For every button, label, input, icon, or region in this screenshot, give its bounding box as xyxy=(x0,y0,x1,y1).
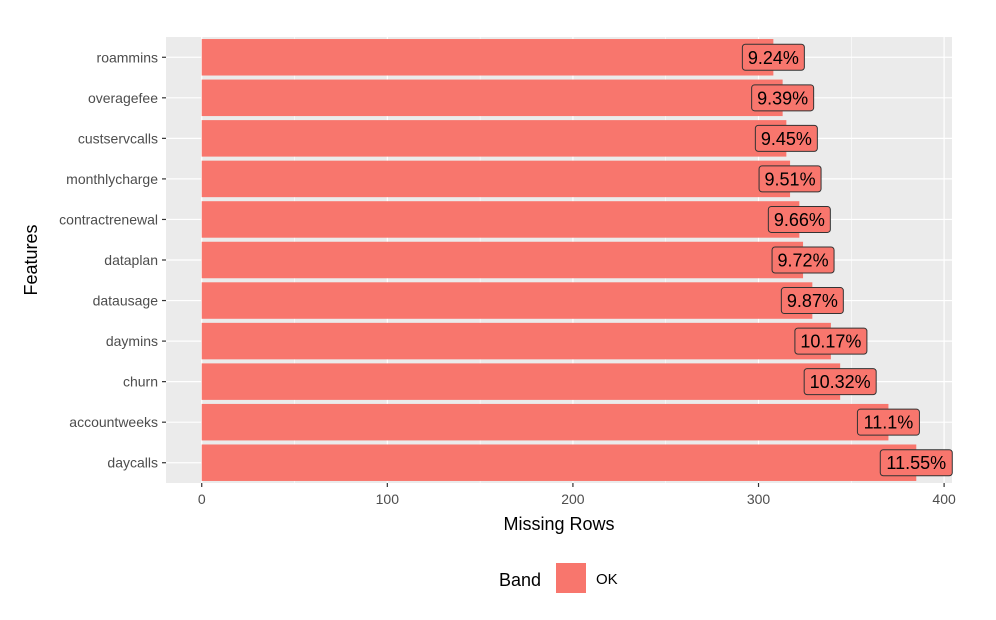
data-label-churn: 10.32% xyxy=(803,368,877,396)
legend-title: Band xyxy=(499,570,541,590)
x-tick-label: 300 xyxy=(747,491,771,507)
data-label-text: 10.17% xyxy=(800,332,861,352)
bar-daymins xyxy=(201,322,831,360)
data-label-text: 9.66% xyxy=(774,210,825,230)
data-label-text: 10.32% xyxy=(810,372,871,392)
x-tick-label: 400 xyxy=(932,491,956,507)
bar-overagefee xyxy=(201,79,783,117)
data-label-box xyxy=(741,43,805,71)
data-label-monthlycharge: 9.51% xyxy=(758,165,822,193)
data-label-overagefee: 9.39% xyxy=(751,84,815,112)
y-tick-label: daymins xyxy=(106,333,158,349)
data-label-roammins: 9.24% xyxy=(741,43,805,71)
data-label-accountweeks: 11.1% xyxy=(856,408,920,436)
x-tick-label: 100 xyxy=(376,491,400,507)
bars xyxy=(201,39,917,481)
data-label-dataplan: 9.72% xyxy=(771,246,835,274)
y-tick-label: daycalls xyxy=(107,455,158,471)
bar-churn xyxy=(201,363,841,400)
data-label-box xyxy=(856,408,920,436)
data-label-box xyxy=(879,449,953,477)
bar-contractrenewal xyxy=(201,201,800,238)
data-label-box xyxy=(803,368,877,396)
bar-accountweeks xyxy=(201,403,889,441)
data-label-box xyxy=(758,165,822,193)
data-label-box xyxy=(767,205,831,233)
bar-roammins xyxy=(201,39,774,76)
data-label-text: 9.39% xyxy=(757,88,808,108)
bar-custservcalls xyxy=(201,120,787,157)
x-tick-label: 0 xyxy=(198,491,206,507)
data-label-box xyxy=(754,124,818,152)
y-tick-label: contractrenewal xyxy=(59,211,158,227)
legend-key-ok xyxy=(556,563,586,593)
data-label-custservcalls: 9.45% xyxy=(754,124,818,152)
data-label-box xyxy=(751,84,815,112)
y-tick-label: datausage xyxy=(93,293,159,309)
data-label-text: 9.51% xyxy=(765,169,816,189)
data-label-text: 9.24% xyxy=(748,48,799,68)
y-axis: roammins overagefee custservcalls monthlych… xyxy=(59,49,166,471)
data-label-text: 11.1% xyxy=(864,413,914,433)
y-tick-label: roammins xyxy=(97,49,158,65)
data-label-daymins: 10.17% xyxy=(794,327,868,355)
y-tick-label: dataplan xyxy=(104,252,158,268)
data-label-datausage: 9.87% xyxy=(780,287,844,315)
data-label-text: 9.45% xyxy=(761,129,812,149)
y-tick-label: overagefee xyxy=(88,90,158,106)
data-label-contractrenewal: 9.66% xyxy=(767,205,831,233)
data-labels: 9.24% 9.39% 9.45% 9.51% 9.66% 9.72% 9.87% 10.17… xyxy=(741,43,953,477)
x-tick-label: 200 xyxy=(561,491,585,507)
bar-monthlycharge xyxy=(201,160,791,198)
bar-dataplan xyxy=(201,241,804,279)
legend: Band OK xyxy=(499,563,618,593)
y-axis-title: Features xyxy=(21,224,41,295)
y-tick-label: custservcalls xyxy=(78,130,158,146)
y-tick-label: accountweeks xyxy=(69,414,158,430)
data-label-text: 11.55% xyxy=(886,453,946,473)
bar-datausage xyxy=(201,282,813,319)
data-label-text: 9.87% xyxy=(787,291,838,311)
data-label-box xyxy=(780,287,844,315)
bar-daycalls xyxy=(201,444,917,481)
data-label-daycalls: 11.55% xyxy=(879,449,953,477)
data-label-text: 9.72% xyxy=(778,251,829,271)
y-tick-label: monthlycharge xyxy=(66,171,158,187)
legend-label-ok: OK xyxy=(596,571,618,588)
y-tick-label: churn xyxy=(123,374,158,390)
data-label-box xyxy=(794,327,868,355)
x-axis-title: Missing Rows xyxy=(503,514,614,534)
data-label-box xyxy=(771,246,835,274)
x-axis: 0 100 200 300 400 xyxy=(198,483,956,507)
